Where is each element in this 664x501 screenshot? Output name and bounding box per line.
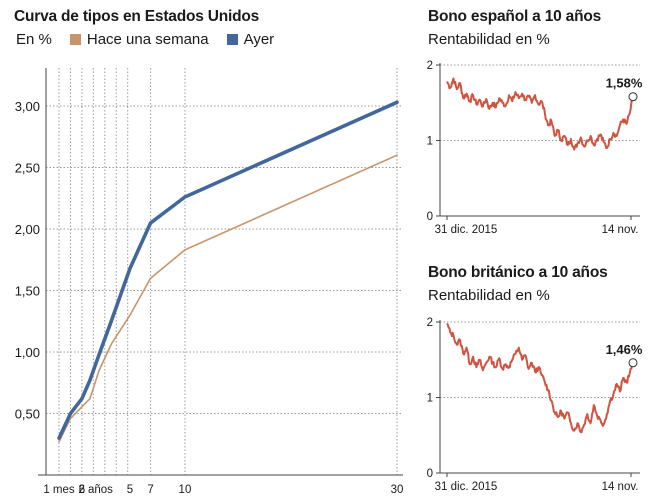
legend-swatch-week-ago — [69, 34, 81, 45]
series-line-yesterday — [57, 100, 399, 440]
legend-item-yesterday: Ayer — [226, 31, 275, 48]
legend-label-yesterday: Ayer — [243, 31, 275, 48]
main-y-tick-label: 1,50 — [15, 284, 40, 299]
spain-series-line — [446, 77, 634, 151]
main-y-tick-label: 1,00 — [15, 345, 40, 360]
main-x-tick-label: 10 — [179, 484, 192, 496]
spain-chart-title: Bono español a 10 años — [428, 8, 602, 25]
main-y-tick-label: 3,00 — [15, 99, 40, 114]
spain-y-tick-label: 0 — [427, 211, 433, 223]
uk-x-start-label: 31 dic. 2015 — [435, 481, 498, 493]
uk-x-end-label: 14 nov. — [602, 481, 639, 493]
spain-chart-subtitle: Rentabilidad en % — [428, 31, 550, 48]
main-x-tick-label: 7 — [147, 484, 153, 496]
uk-series-line — [446, 322, 634, 434]
uk-end-label: 1,46% — [606, 342, 643, 357]
main-legend: En % Hace una semana Ayer — [16, 31, 274, 48]
main-y-tick-label: 0,50 — [15, 407, 40, 422]
uk-chart-subtitle: Rentabilidad en % — [428, 287, 550, 304]
spain-end-label: 1,58% — [606, 76, 643, 91]
series-line-week-ago — [58, 154, 398, 443]
unit-label: En % — [16, 31, 52, 48]
spain-y-tick-label: 2 — [427, 60, 433, 72]
spain-y-tick-label: 1 — [427, 136, 433, 148]
main-x-tick-label: 30 — [391, 484, 404, 496]
main-x-tick-label: 2 años — [78, 484, 113, 496]
main-chart-title: Curva de tipos en Estados Unidos — [14, 8, 260, 25]
main-x-tick-label: 6 — [79, 484, 85, 496]
uk-y-tick-label: 1 — [427, 393, 433, 405]
main-x-tick-label: 5 — [127, 484, 133, 496]
legend-item-week-ago: Hace una semana — [69, 31, 209, 48]
spain-x-start-label: 31 dic. 2015 — [435, 224, 498, 236]
legend-swatch-yesterday — [226, 34, 238, 45]
spain-x-end-label: 14 nov. — [602, 224, 639, 236]
spain-end-marker — [628, 92, 638, 102]
uk-y-tick-label: 2 — [427, 317, 433, 329]
uk-y-tick-label: 0 — [427, 468, 433, 480]
uk-chart-title: Bono británico a 10 años — [428, 264, 608, 281]
main-y-tick-label: 2,50 — [15, 161, 40, 176]
uk-end-marker — [628, 358, 638, 368]
main-x-tick-label: 1 mes — [43, 484, 75, 496]
legend-label-week-ago: Hace una semana — [86, 31, 209, 48]
main-y-tick-label: 2,00 — [15, 222, 40, 237]
